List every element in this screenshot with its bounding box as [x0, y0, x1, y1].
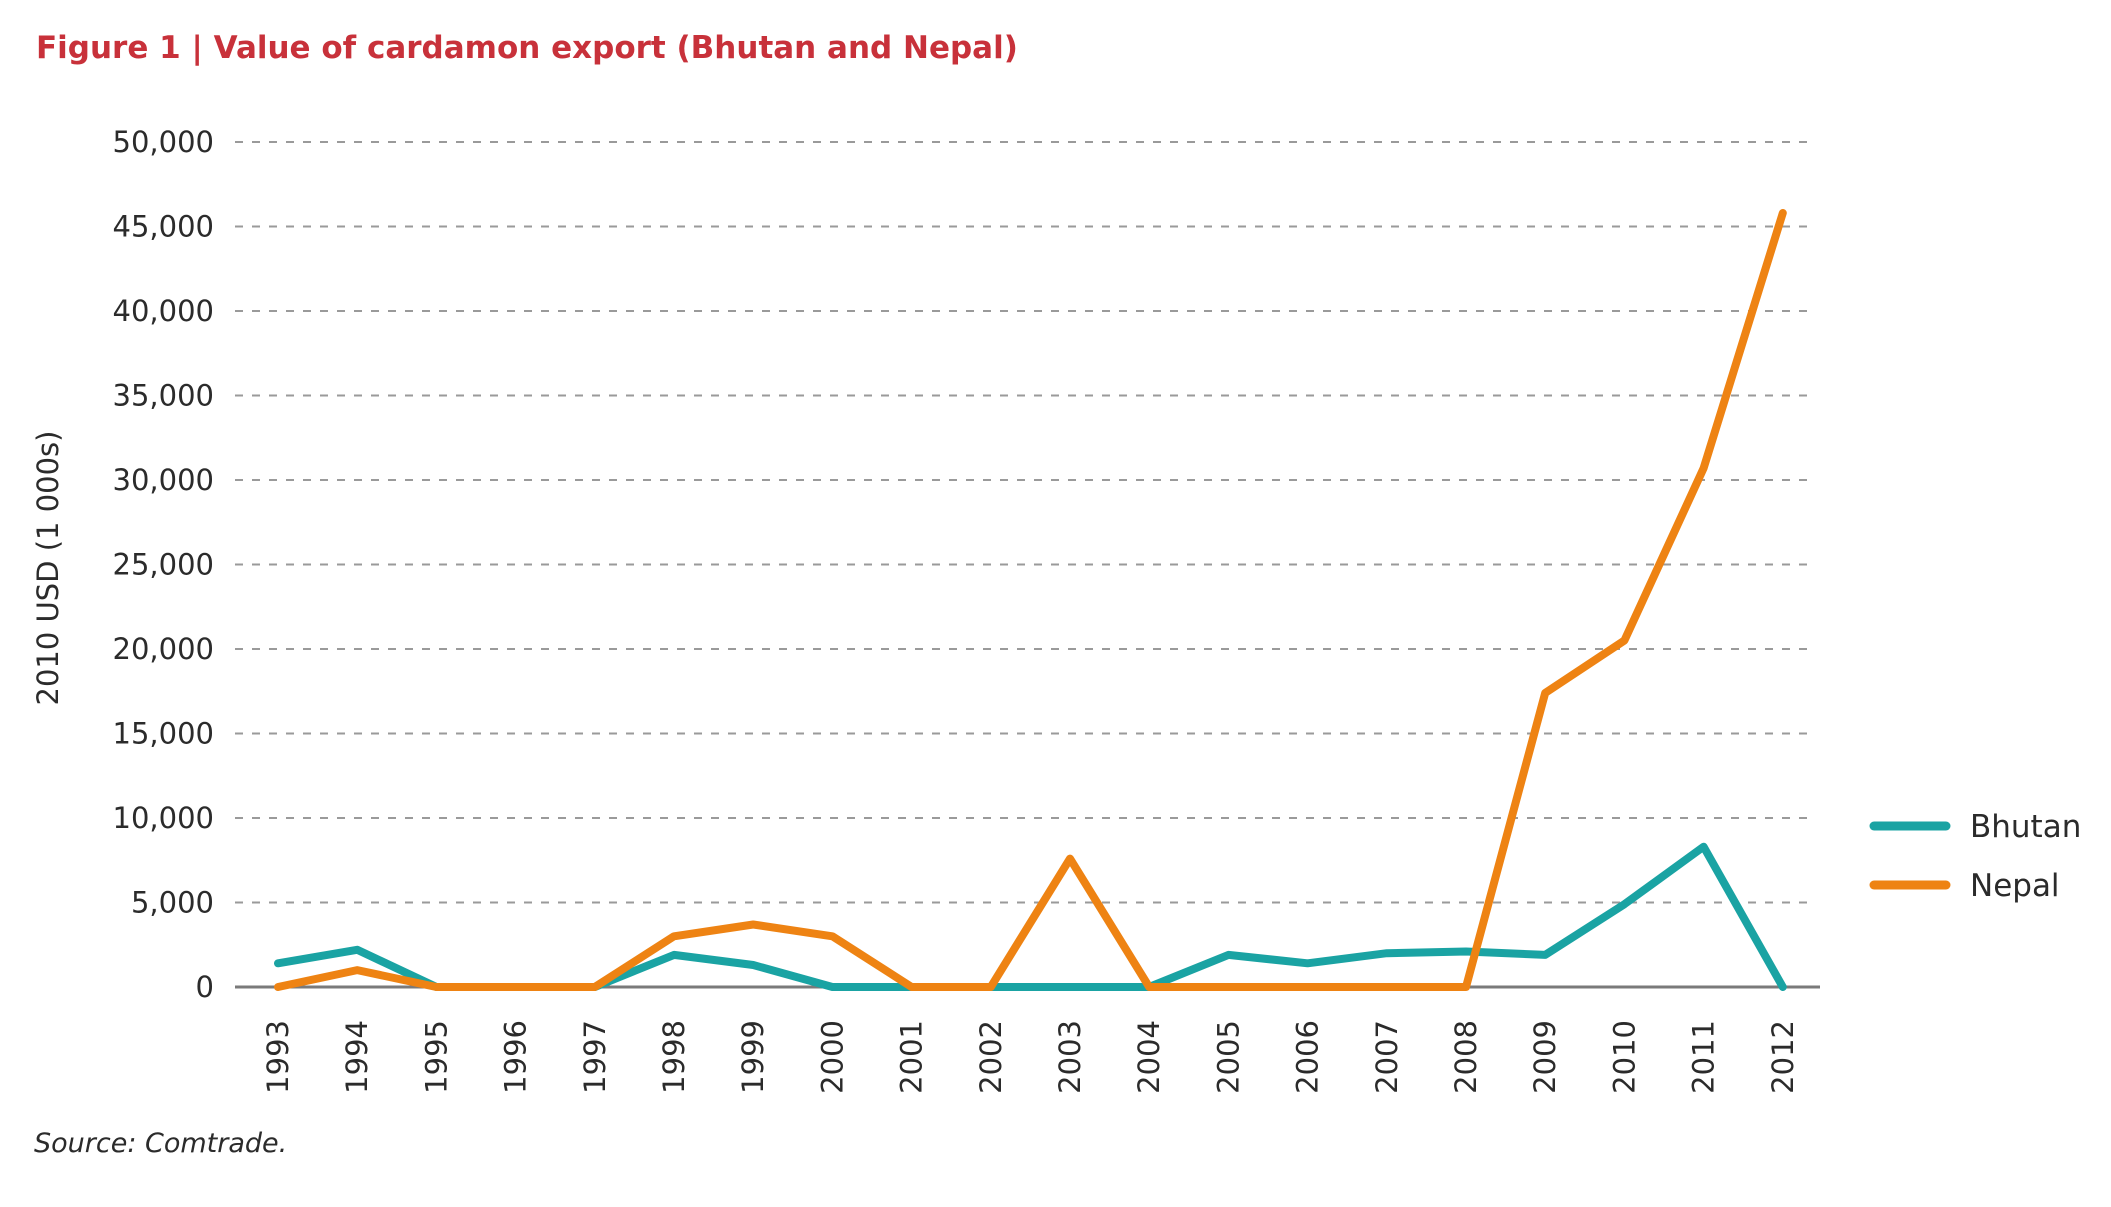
x-axis-ticks: 1993 1994 1995 1996 1997 1998 1999 2000 2001 2002…: [261, 1020, 1800, 1094]
figure-title: Figure 1 | Value of cardamon export (Bhu…: [36, 30, 1018, 66]
legend-label-bhutan: Bhutan: [1970, 809, 2081, 845]
x-tick-label: 1996: [499, 1020, 533, 1094]
y-tick-label: 35,000: [113, 379, 214, 413]
source-note: Source: Comtrade.: [34, 1128, 288, 1159]
x-tick-label: 2007: [1370, 1020, 1404, 1094]
x-tick-label: 1995: [419, 1020, 453, 1094]
y-tick-label: 40,000: [113, 294, 214, 328]
x-tick-label: 1999: [736, 1020, 770, 1094]
y-tick-label: 25,000: [113, 548, 214, 582]
y-tick-label: 50,000: [113, 125, 214, 159]
grid-lines: [235, 141, 1810, 904]
legend-label-nepal: Nepal: [1970, 868, 2060, 904]
x-tick-label: 2002: [974, 1020, 1008, 1094]
x-tick-label: 1993: [261, 1020, 295, 1094]
y-tick-label: 30,000: [113, 463, 214, 497]
series-lines: [274, 209, 1787, 991]
y-tick-label: 5,000: [131, 886, 214, 920]
x-tick-label: 1997: [578, 1020, 612, 1094]
y-tick-label: 0: [196, 970, 214, 1004]
y-axis-ticks: 0 5,000 10,000 15,000 20,000 25,000 30,000 35,0…: [113, 125, 214, 1004]
x-tick-label: 2003: [1053, 1020, 1087, 1094]
series-line-nepal: [274, 209, 1787, 991]
x-tick-label: 1994: [340, 1020, 374, 1094]
legend: Bhutan Nepal: [1869, 809, 2081, 904]
x-tick-label: 2000: [815, 1020, 849, 1094]
x-tick-label: 1998: [657, 1020, 691, 1094]
x-tick-label: 2004: [1132, 1020, 1166, 1094]
x-tick-label: 2006: [1291, 1020, 1325, 1094]
x-tick-label: 2008: [1449, 1020, 1483, 1094]
x-tick-label: 2001: [895, 1020, 929, 1094]
y-tick-label: 15,000: [113, 717, 214, 751]
y-axis-title: 2010 USD (1 000s): [31, 431, 65, 706]
y-tick-label: 45,000: [113, 210, 214, 244]
y-tick-label: 20,000: [113, 632, 214, 666]
x-tick-label: 2005: [1211, 1020, 1245, 1094]
x-tick-label: 2009: [1528, 1020, 1562, 1094]
x-tick-label: 2012: [1766, 1020, 1800, 1094]
x-tick-label: 2010: [1607, 1020, 1641, 1094]
y-tick-label: 10,000: [113, 801, 214, 835]
x-tick-label: 2011: [1687, 1020, 1721, 1094]
